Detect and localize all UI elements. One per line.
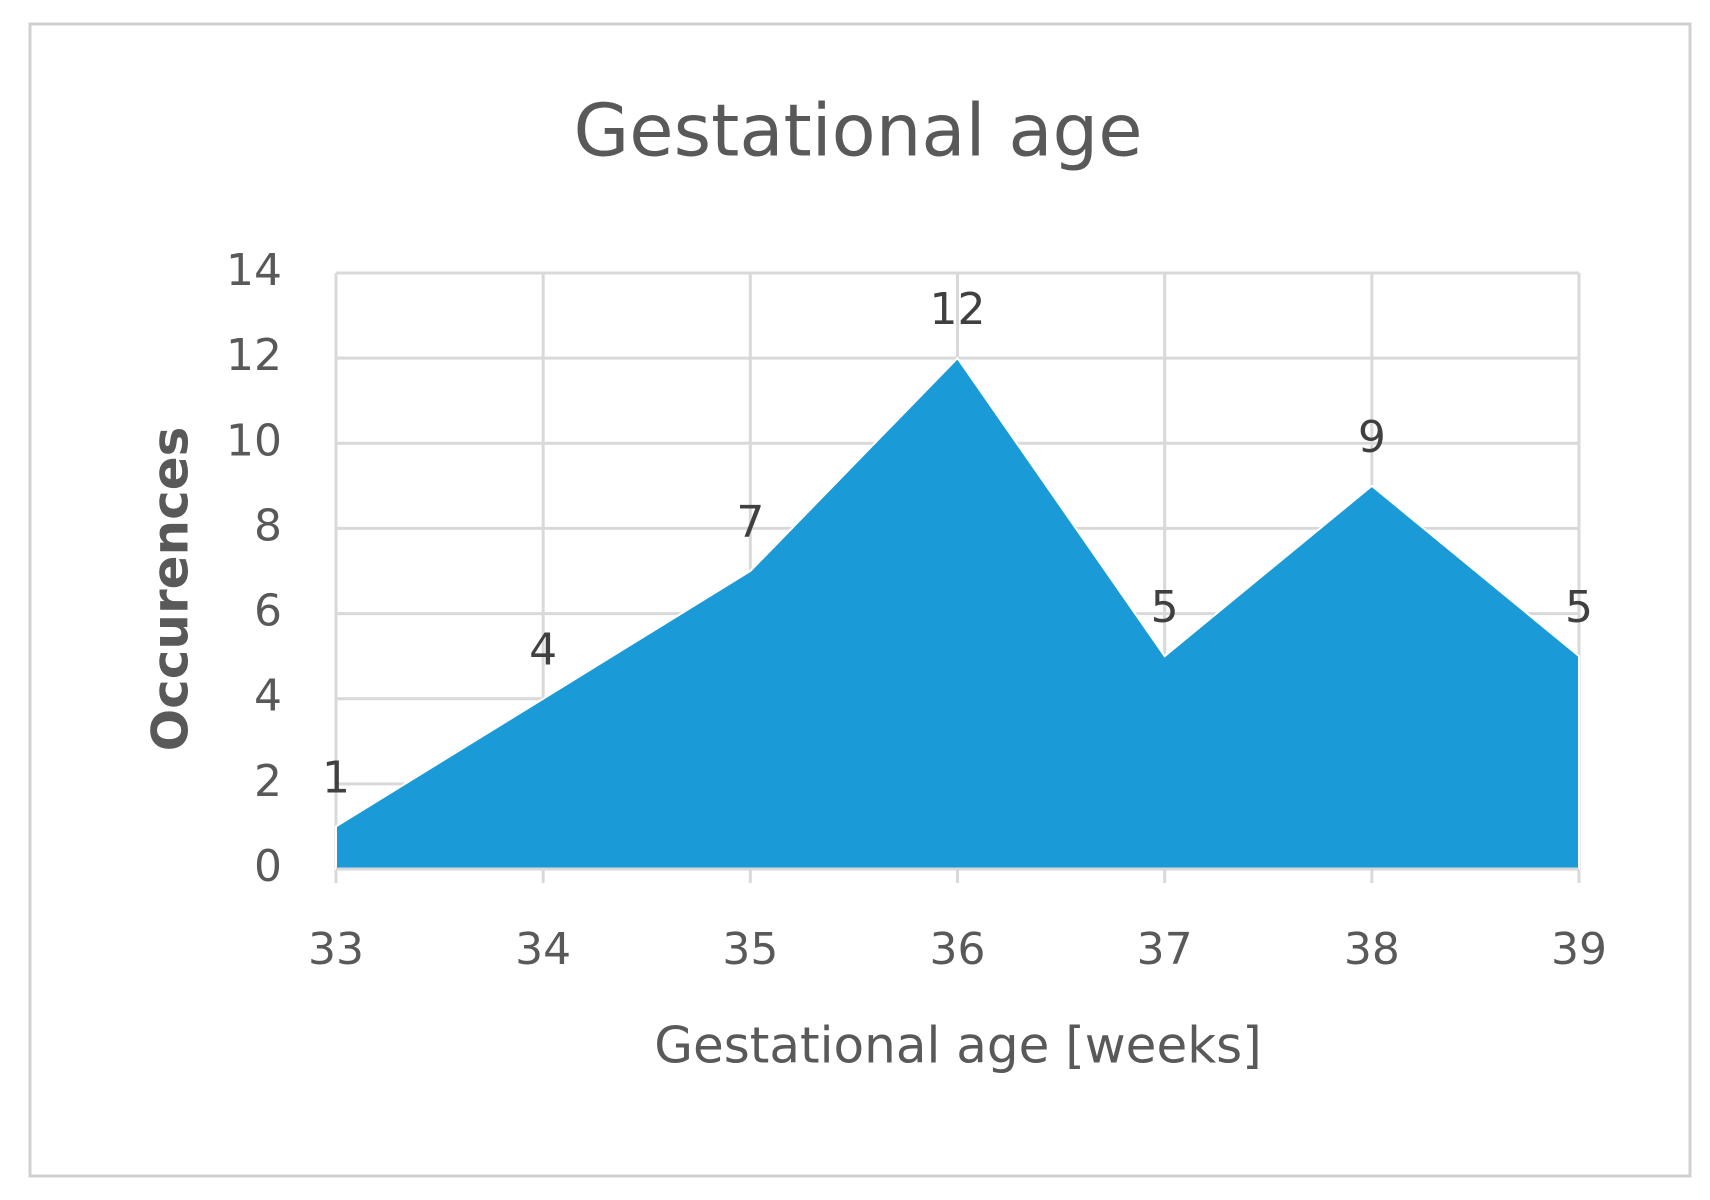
- data-label: 12: [930, 284, 986, 335]
- y-tick-label: 6: [254, 586, 282, 637]
- data-label: 4: [529, 625, 557, 676]
- x-tick-label: 36: [930, 924, 986, 975]
- data-label: 1: [322, 752, 350, 803]
- area: [335, 356, 1580, 870]
- data-label: 9: [1358, 412, 1386, 463]
- y-tick-label: 4: [254, 671, 282, 722]
- chart-title: Gestational age: [573, 89, 1142, 173]
- data-label: 5: [1151, 582, 1179, 633]
- data-label: 5: [1565, 582, 1593, 633]
- y-tick-label: 14: [226, 245, 282, 296]
- data-label: 7: [736, 497, 764, 548]
- x-axis-title: Gestational age [weeks]: [654, 1017, 1261, 1075]
- x-tick-label: 38: [1344, 924, 1400, 975]
- x-tick-label: 33: [308, 924, 364, 975]
- y-tick-label: 12: [226, 330, 282, 381]
- x-tick-label: 39: [1551, 924, 1607, 975]
- y-tick-label: 2: [254, 756, 282, 807]
- y-tick-label: 10: [226, 415, 282, 466]
- x-tick-label: 37: [1137, 924, 1193, 975]
- x-tick-label: 34: [515, 924, 571, 975]
- y-tick-label: 0: [254, 841, 282, 892]
- x-tick-label: 35: [722, 924, 778, 975]
- y-tick-label: 8: [254, 500, 282, 551]
- y-axis-title: Occurences: [142, 427, 200, 752]
